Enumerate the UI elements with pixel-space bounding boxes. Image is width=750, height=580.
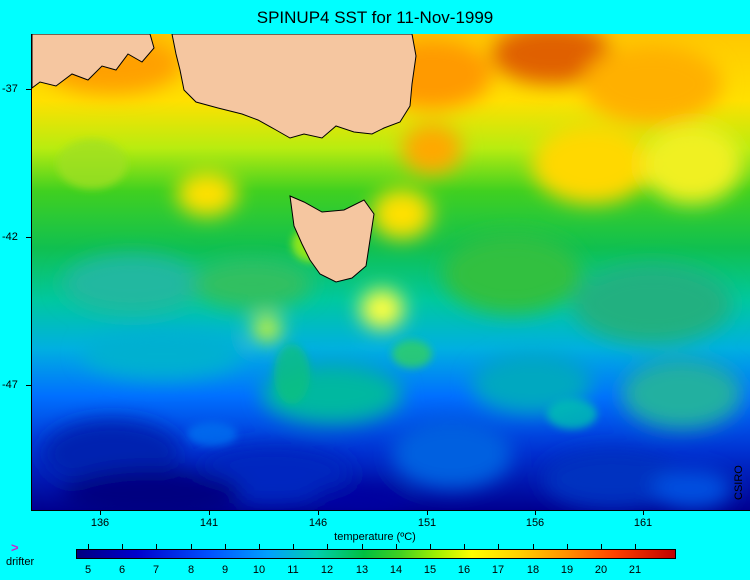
colorbar-tick-label: 14 bbox=[389, 564, 403, 576]
x-tick-label: 161 bbox=[633, 517, 653, 529]
colorbar-tick-label: 21 bbox=[628, 564, 642, 576]
x-tick-label: 136 bbox=[90, 517, 110, 529]
colorbar-tick bbox=[225, 544, 226, 549]
colorbar-tick-label: 16 bbox=[457, 564, 471, 576]
colorbar-tick-label: 7 bbox=[152, 564, 160, 576]
x-tick bbox=[100, 510, 101, 515]
x-tick bbox=[427, 510, 428, 515]
mainland-australia bbox=[171, 34, 417, 139]
colorbar-tick bbox=[533, 544, 534, 549]
colorbar-tick bbox=[464, 544, 465, 549]
colorbar-tick-label: 9 bbox=[221, 564, 229, 576]
y-tick-label: -47 bbox=[2, 379, 18, 391]
colorbar-tick bbox=[293, 544, 294, 549]
colorbar-tick-label: 11 bbox=[287, 564, 299, 576]
colorbar-tick-label: 12 bbox=[320, 564, 334, 576]
y-tick bbox=[26, 385, 31, 386]
colorbar-tick-label: 10 bbox=[252, 564, 266, 576]
landmass bbox=[32, 34, 417, 283]
colorbar-tick bbox=[122, 544, 123, 549]
colorbar-tick bbox=[156, 544, 157, 549]
colorbar-tick bbox=[88, 544, 89, 549]
drifter-marker-icon: > bbox=[11, 540, 19, 555]
x-tick-label: 141 bbox=[199, 517, 219, 529]
colorbar-tick bbox=[396, 544, 397, 549]
tasmania bbox=[289, 195, 375, 283]
temperature-colorbar bbox=[76, 549, 676, 559]
sst-map[interactable] bbox=[31, 34, 750, 511]
y-tick bbox=[26, 89, 31, 90]
x-tick bbox=[209, 510, 210, 515]
colorbar-tick-label: 8 bbox=[187, 564, 195, 576]
colorbar-tick-label: 20 bbox=[594, 564, 608, 576]
colorbar-tick bbox=[567, 544, 568, 549]
colorbar-tick bbox=[635, 544, 636, 549]
colorbar-tick-label: 13 bbox=[355, 564, 369, 576]
x-tick bbox=[643, 510, 644, 515]
colorbar-tick-label: 15 bbox=[423, 564, 437, 576]
colorbar-tick bbox=[327, 544, 328, 549]
colorbar-tick-label: 18 bbox=[526, 564, 540, 576]
credit-label: CSIRO bbox=[733, 465, 745, 500]
colorbar-tick bbox=[191, 544, 192, 549]
drifter-legend-label: drifter bbox=[6, 556, 35, 568]
x-tick bbox=[318, 510, 319, 515]
colorbar-tick bbox=[498, 544, 499, 549]
colorbar-tick-label: 17 bbox=[491, 564, 505, 576]
colorbar-tick bbox=[259, 544, 260, 549]
colorbar-tick bbox=[430, 544, 431, 549]
x-tick bbox=[535, 510, 536, 515]
gulf-coast-west bbox=[32, 34, 155, 89]
map-title: SPINUP4 SST for 11-Nov-1999 bbox=[256, 8, 494, 27]
colorbar-tick-label: 19 bbox=[560, 564, 574, 576]
y-tick bbox=[26, 237, 31, 238]
colorbar-tick bbox=[362, 544, 363, 549]
colorbar-tick bbox=[601, 544, 602, 549]
y-tick-label: -42 bbox=[2, 231, 18, 243]
colorbar-title: temperature (ºC) bbox=[334, 531, 416, 543]
x-tick-label: 151 bbox=[417, 517, 437, 529]
colorbar-tick-label: 6 bbox=[118, 564, 126, 576]
y-tick-label: -37 bbox=[2, 83, 18, 95]
x-tick-label: 156 bbox=[525, 517, 545, 529]
x-tick-label: 146 bbox=[308, 517, 328, 529]
colorbar-tick-label: 5 bbox=[84, 564, 92, 576]
